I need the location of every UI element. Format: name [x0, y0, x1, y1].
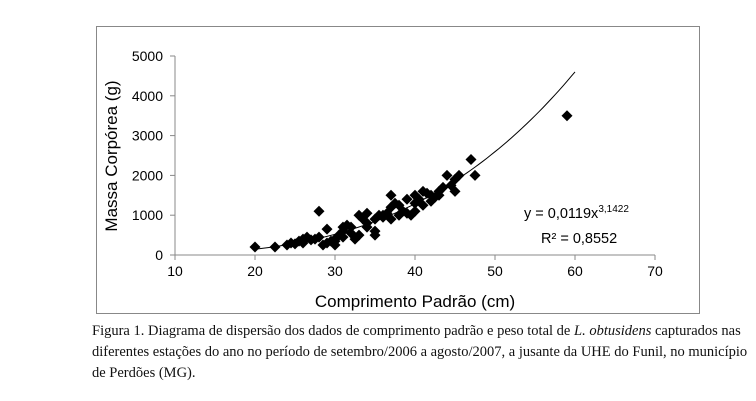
- data-point: [409, 205, 421, 217]
- data-point: [453, 169, 465, 181]
- y-tick-label: 2000: [132, 167, 163, 183]
- x-tick-label: 20: [247, 263, 263, 279]
- data-point: [337, 231, 349, 243]
- y-tick-label: 1000: [132, 207, 163, 223]
- y-tick-label: 4000: [132, 88, 163, 104]
- data-point: [377, 209, 389, 221]
- x-tick-label: 30: [327, 263, 343, 279]
- data-point: [329, 235, 341, 247]
- data-point: [433, 189, 445, 201]
- data-point: [313, 205, 325, 217]
- x-tick-label: 50: [487, 263, 503, 279]
- data-point: [361, 207, 373, 219]
- data-point: [449, 185, 461, 197]
- data-point: [441, 169, 453, 181]
- data-point: [369, 229, 381, 241]
- y-axis-label: Massa Corpórea (g): [102, 80, 121, 231]
- chart-frame: [96, 26, 700, 314]
- data-point: [437, 181, 449, 193]
- data-point: [249, 241, 261, 253]
- trendline: [254, 71, 576, 250]
- y-tick-label: 0: [155, 247, 163, 263]
- r-squared-label: R² = 0,8552: [541, 231, 617, 247]
- x-axis-label: Comprimento Padrão (cm): [315, 292, 515, 311]
- data-point: [465, 153, 477, 165]
- data-point: [417, 199, 429, 211]
- x-tick-label: 60: [567, 263, 583, 279]
- data-point: [361, 221, 373, 233]
- data-point: [385, 189, 397, 201]
- equation-label: y = 0,0119x3,1422: [524, 204, 629, 222]
- data-point: [269, 241, 281, 253]
- y-tick-label: 5000: [132, 48, 163, 64]
- figure-caption: Figura 1. Diagrama de dispersão dos dado…: [92, 323, 748, 381]
- x-tick-label: 70: [647, 263, 663, 279]
- data-point: [321, 223, 333, 235]
- data-point: [469, 169, 481, 181]
- data-point: [345, 221, 357, 233]
- data-point: [401, 193, 413, 205]
- y-tick-label: 3000: [132, 128, 163, 144]
- scatter-chart: 10 20 30 40 50 60 70 0 1000 2000 3000 4000 5000 y = …: [102, 48, 663, 311]
- x-tick-label: 10: [167, 263, 183, 279]
- data-point: [353, 229, 365, 241]
- x-tick-label: 40: [407, 263, 423, 279]
- data-point: [337, 221, 349, 233]
- data-point: [385, 213, 397, 225]
- data-point: [561, 110, 573, 122]
- data-point: [313, 231, 325, 243]
